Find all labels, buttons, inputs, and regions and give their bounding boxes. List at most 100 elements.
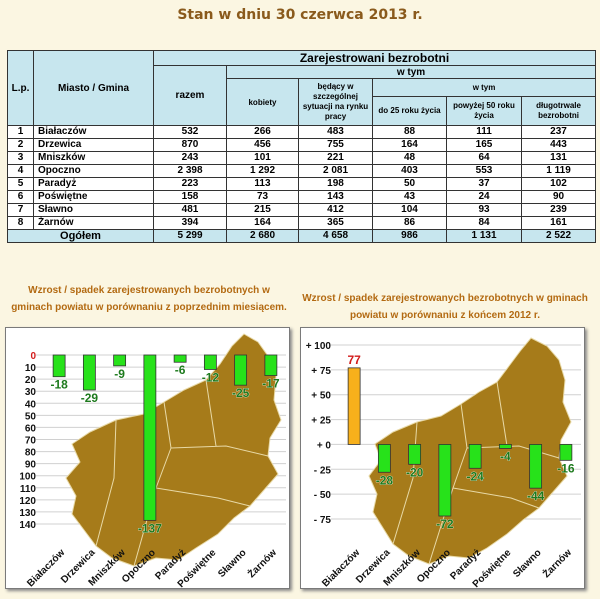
- bar: [377, 444, 391, 473]
- cell-kobiety: 1 292: [226, 164, 299, 178]
- value-label: -18: [50, 378, 68, 392]
- value-label: -16: [557, 461, 575, 475]
- category-label: Sławno: [511, 547, 544, 580]
- cell-kobiety: 113: [226, 177, 299, 191]
- unemployment-table: L.p. Miasto / Gmina Zarejestrowani bezro…: [7, 50, 597, 243]
- cell-lp: 3: [7, 151, 34, 165]
- total-szczegolnej: 4 658: [298, 229, 373, 243]
- cell-pow50: 553: [446, 164, 522, 178]
- total-kobiety: 2 680: [226, 229, 299, 243]
- cell-szczegolnej: 143: [298, 190, 373, 204]
- value-label: -24: [466, 469, 484, 483]
- bar: [529, 444, 543, 489]
- cell-razem: 243: [153, 151, 227, 165]
- value-label: 77: [347, 353, 361, 367]
- y-tick-label: 60: [25, 423, 37, 434]
- y-tick-label: - 25: [314, 465, 332, 476]
- cell-szczegolnej: 2 081: [298, 164, 373, 178]
- header-szczegolnej: będący w szczególnej sytuacji na rynku p…: [298, 78, 373, 126]
- header-wtym: w tym: [225, 65, 597, 79]
- cell-pow50: 93: [446, 203, 522, 217]
- cell-pow50: 111: [446, 125, 522, 139]
- cell-pow50: 84: [446, 216, 522, 230]
- total-label: Ogółem: [7, 229, 154, 243]
- bar: [468, 444, 482, 469]
- total-do25: 986: [372, 229, 447, 243]
- cell-szczegolnej: 412: [298, 203, 373, 217]
- header-wtym2: w tym: [371, 78, 597, 97]
- cell-razem: 870: [153, 138, 227, 152]
- cell-dlugo: 161: [520, 216, 597, 230]
- cell-razem: 158: [153, 190, 227, 204]
- y-tick-label: + 75: [311, 366, 331, 377]
- bar: [173, 354, 187, 363]
- chart-panel-left: 0 10 20 30 40 50 60 70 80 90 100 110 120 130 140 -18 Bia…: [5, 327, 290, 589]
- cell-kobiety: 101: [226, 151, 299, 165]
- category-label: Białaczów: [320, 547, 362, 588]
- y-tick-label: 40: [25, 399, 37, 410]
- value-label: -29: [81, 391, 99, 405]
- y-tick-label: 10: [25, 363, 37, 374]
- cell-lp: 1: [7, 125, 34, 139]
- cell-name: Mniszków: [33, 151, 154, 165]
- cell-pow50: 64: [446, 151, 522, 165]
- cell-name: Opoczno: [33, 164, 154, 178]
- y-tick-label: 30: [25, 387, 37, 398]
- cell-do25: 50: [372, 177, 447, 191]
- value-label: -20: [406, 465, 424, 479]
- cell-lp: 8: [7, 216, 34, 230]
- header-dlugo: długotrwale bezrobotni: [520, 95, 597, 127]
- value-label: -9: [114, 367, 125, 381]
- map-borders-right: [392, 381, 560, 565]
- map-shape-left: [65, 333, 282, 567]
- table-total-row: Ogółem 5 299 2 680 4 658 986 1 131 2 522: [7, 229, 597, 243]
- y-tick-label: + 50: [311, 391, 331, 402]
- cell-lp: 6: [7, 190, 34, 204]
- bar: [203, 354, 217, 370]
- bar: [82, 354, 96, 391]
- cell-name: Drzewica: [33, 138, 154, 152]
- bar: [143, 354, 157, 521]
- cell-do25: 104: [372, 203, 447, 217]
- y-tick-label: 20: [25, 375, 37, 386]
- cell-lp: 5: [7, 177, 34, 191]
- bar: [234, 354, 248, 386]
- header-lp: L.p.: [7, 50, 34, 126]
- value-label: -25: [232, 386, 250, 400]
- table-row: 8 Żarnów 394 164 365 86 84 161: [7, 216, 597, 230]
- header-razem: razem: [153, 65, 227, 126]
- y-tick-label: 110: [20, 484, 37, 495]
- table-row: 7 Sławno 481 215 412 104 93 239: [7, 203, 597, 217]
- cell-kobiety: 164: [226, 216, 299, 230]
- cell-lp: 4: [7, 164, 34, 178]
- total-pow50: 1 131: [446, 229, 522, 243]
- value-label: -4: [500, 449, 511, 463]
- map-borders-left: [95, 379, 269, 567]
- cell-razem: 223: [153, 177, 227, 191]
- y-tick-label: 80: [25, 448, 37, 459]
- value-label: -44: [527, 489, 545, 503]
- cell-dlugo: 1 119: [520, 164, 597, 178]
- cell-dlugo: 239: [520, 203, 597, 217]
- y-tick-label: 140: [19, 520, 36, 531]
- cell-do25: 48: [372, 151, 447, 165]
- cell-pow50: 165: [446, 138, 522, 152]
- cell-kobiety: 266: [226, 125, 299, 139]
- cell-razem: 532: [153, 125, 227, 139]
- bar: [347, 367, 361, 445]
- cell-dlugo: 90: [520, 190, 597, 204]
- y-tick-label: 90: [25, 460, 37, 471]
- cell-razem: 481: [153, 203, 227, 217]
- cell-do25: 88: [372, 125, 447, 139]
- y-tick-label: 100: [19, 472, 36, 483]
- cell-pow50: 37: [446, 177, 522, 191]
- page-title: Stan w dniu 30 czerwca 2013 r.: [177, 7, 423, 23]
- bar: [408, 444, 422, 465]
- table-row: 3 Mniszków 243 101 221 48 64 131: [7, 151, 597, 165]
- cell-szczegolnej: 365: [298, 216, 373, 230]
- value-label: -137: [138, 521, 162, 535]
- cell-do25: 43: [372, 190, 447, 204]
- header-kobiety: kobiety: [226, 78, 299, 126]
- y-tick-label: 50: [25, 411, 37, 422]
- cell-razem: 394: [153, 216, 227, 230]
